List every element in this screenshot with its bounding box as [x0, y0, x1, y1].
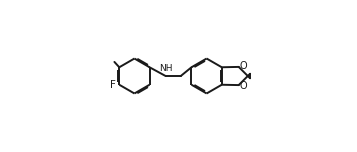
Text: O: O: [240, 61, 247, 71]
Text: F: F: [110, 80, 116, 90]
Text: O: O: [240, 81, 247, 91]
Text: NH: NH: [160, 64, 173, 73]
